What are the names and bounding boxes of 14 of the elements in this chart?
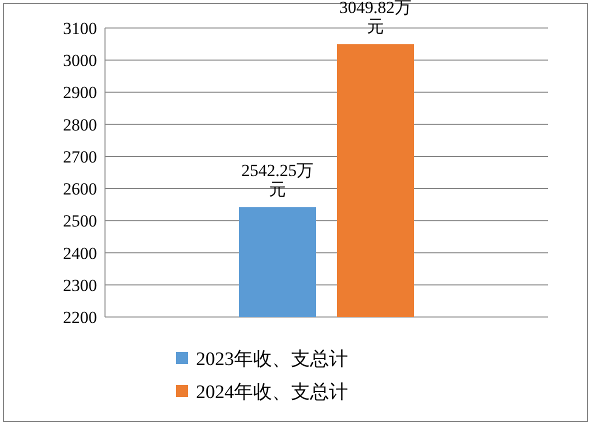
legend-label: 2024年收、支总计 [196,382,348,403]
legend-label: 2023年收、支总计 [196,349,348,370]
y-tick-label: 2400 [63,244,97,263]
y-tick-label: 2800 [63,115,97,134]
y-tick-label: 2500 [63,212,97,231]
y-tick-label: 2700 [63,147,97,166]
y-tick-label: 2300 [63,276,97,295]
y-tick-label: 2900 [63,83,97,102]
y-tick-label: 2600 [63,180,97,199]
y-tick-label: 2200 [63,308,97,327]
data-label: 3049.82万元 [338,0,413,36]
data-label: 2542.25万元 [240,161,315,200]
y-tick-label: 3100 [63,19,97,38]
y-tick-label: 3000 [63,51,97,70]
